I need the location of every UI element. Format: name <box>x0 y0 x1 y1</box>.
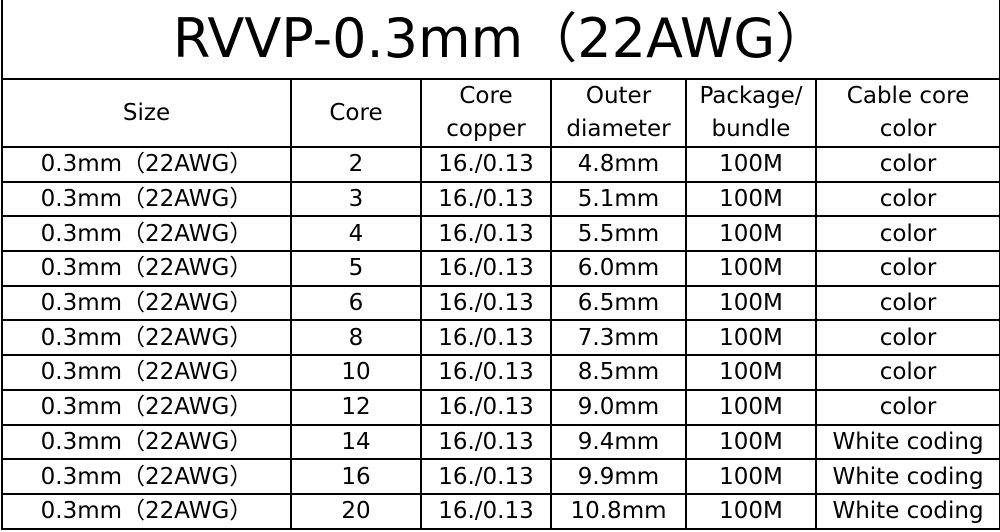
table-cell: 6.5mm <box>550 284 687 322</box>
header-cell: Core <box>290 78 422 148</box>
table-cell: color <box>814 388 1000 426</box>
header-text: Size <box>122 99 171 126</box>
header-text: Core <box>329 99 383 126</box>
table-cell: 7.3mm <box>550 319 687 357</box>
table-cell: 10 <box>290 354 422 391</box>
table-cell: White coding <box>814 458 1000 495</box>
table-cell: 16./0.13 <box>420 492 552 530</box>
table-row: 0.3mm（22AWG） 12 16./0.13 9.0mm 100M color <box>1 388 1000 426</box>
table-cell: 5 <box>290 250 422 287</box>
table-cell: White coding <box>814 423 1000 461</box>
table-cell: 0.3mm（22AWG） <box>1 388 292 426</box>
table-row: 0.3mm（22AWG） 8 16./0.13 7.3mm 100M color <box>1 319 1000 357</box>
table-cell: 10.8mm <box>550 492 687 530</box>
table-row: 0.3mm（22AWG） 2 16./0.13 4.8mm 100M color <box>1 146 1000 183</box>
table-cell: 9.4mm <box>550 423 687 461</box>
table-title: RVVP-0.3mm（22AWG） <box>0 0 1000 80</box>
table-cell: White coding <box>814 492 1000 530</box>
table-cell: 16./0.13 <box>420 250 552 287</box>
table-row: 0.3mm（22AWG） 6 16./0.13 6.5mm 100M color <box>1 284 1000 322</box>
table-cell: 2 <box>290 146 422 183</box>
table-cell: 16./0.13 <box>420 284 552 322</box>
table-cell: 12 <box>290 388 422 426</box>
header-cell: Size <box>1 78 292 148</box>
table-cell: 16./0.13 <box>420 423 552 461</box>
table-cell: 5.1mm <box>550 180 687 218</box>
table-cell: 8.5mm <box>550 354 687 391</box>
table-cell: 16./0.13 <box>420 354 552 391</box>
table-cell: color <box>814 250 1000 287</box>
header-cell: Outer diameter <box>550 78 687 148</box>
table-cell: 0.3mm（22AWG） <box>1 180 292 218</box>
header-text: Outer <box>585 83 652 109</box>
table-cell: 0.3mm（22AWG） <box>1 215 292 253</box>
table-row: 0.3mm（22AWG） 16 16./0.13 9.9mm 100M White cod… <box>1 458 1000 495</box>
table-cell: 16./0.13 <box>420 180 552 218</box>
table-row: 0.3mm（22AWG） 3 16./0.13 5.1mm 100M color <box>1 180 1000 218</box>
header-text: bundle <box>711 116 791 142</box>
table-cell: 6 <box>290 284 422 322</box>
table-cell: color <box>814 319 1000 357</box>
table-cell: 100M <box>685 354 817 391</box>
header-cell: Cable core color <box>814 78 1000 148</box>
table-cell: color <box>814 215 1000 253</box>
table-cell: 0.3mm（22AWG） <box>1 423 292 461</box>
table-cell: 100M <box>685 284 817 322</box>
table-cell: 100M <box>685 492 817 530</box>
table-cell: 9.0mm <box>550 388 687 426</box>
table-cell: 100M <box>685 319 817 357</box>
header-text: Core <box>459 83 513 109</box>
table-cell: 0.3mm（22AWG） <box>1 458 292 495</box>
header-cell: Package/bundle <box>685 78 817 148</box>
table-row: 0.3mm（22AWG） 20 16./0.13 10.8mm 100M White co… <box>1 492 1000 530</box>
table-cell: 100M <box>685 388 817 426</box>
table-cell: 6.0mm <box>550 250 687 287</box>
table-cell: 100M <box>685 215 817 253</box>
table-cell: 100M <box>685 250 817 287</box>
table-cell: 4 <box>290 215 422 253</box>
header-cell: Core copper <box>420 78 552 148</box>
table-cell: color <box>814 180 1000 218</box>
table-cell: 4.8mm <box>550 146 687 183</box>
table-cell: 16 <box>290 458 422 495</box>
table-cell: 16./0.13 <box>420 146 552 183</box>
table-cell: 0.3mm（22AWG） <box>1 284 292 322</box>
header-row: Size Core Core copper Outer diameter Package/b… <box>1 78 1000 148</box>
table-row: 0.3mm（22AWG） 5 16./0.13 6.0mm 100M color <box>1 250 1000 287</box>
table-row: 0.3mm（22AWG） 4 16./0.13 5.5mm 100M color <box>1 215 1000 253</box>
table-cell: 100M <box>685 458 817 495</box>
table-cell: 16./0.13 <box>420 215 552 253</box>
table-row: 0.3mm（22AWG） 10 16./0.13 8.5mm 100M color <box>1 354 1000 391</box>
table-cell: 3 <box>290 180 422 218</box>
table-cell: 100M <box>685 146 817 183</box>
table-cell: 0.3mm（22AWG） <box>1 250 292 287</box>
table-cell: 14 <box>290 423 422 461</box>
table-cell: 16./0.13 <box>420 388 552 426</box>
header-text: diameter <box>566 116 671 142</box>
header-text: copper <box>446 116 526 142</box>
table-cell: 100M <box>685 180 817 218</box>
header-text: Cable core <box>846 83 970 109</box>
table-cell: 9.9mm <box>550 458 687 495</box>
table-cell: 0.3mm（22AWG） <box>1 354 292 391</box>
table-cell: 20 <box>290 492 422 530</box>
table-row: 0.3mm（22AWG） 14 16./0.13 9.4mm 100M White cod… <box>1 423 1000 461</box>
table-cell: 5.5mm <box>550 215 687 253</box>
table-cell: color <box>814 146 1000 183</box>
table-cell: 0.3mm（22AWG） <box>1 492 292 530</box>
table-cell: 100M <box>685 423 817 461</box>
table-cell: color <box>814 284 1000 322</box>
header-text: color <box>879 116 937 142</box>
table-cell: 0.3mm（22AWG） <box>1 319 292 357</box>
table-cell: 16./0.13 <box>420 458 552 495</box>
header-text: Package/ <box>699 83 803 109</box>
table-cell: color <box>814 354 1000 391</box>
table-cell: 0.3mm（22AWG） <box>1 146 292 183</box>
table-cell: 16./0.13 <box>420 319 552 357</box>
table-cell: 8 <box>290 319 422 357</box>
